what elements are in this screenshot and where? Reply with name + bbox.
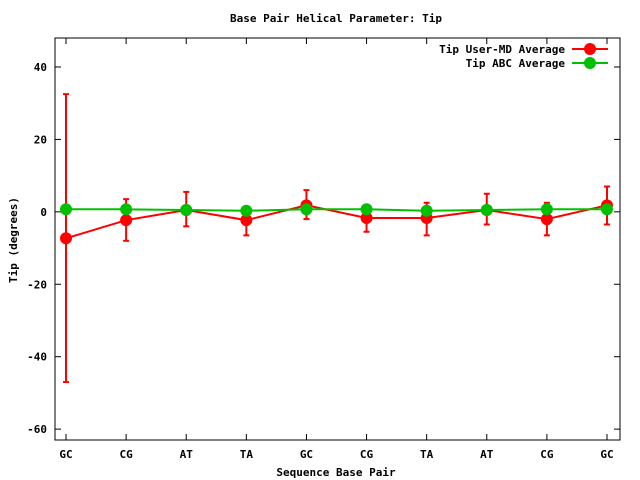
series-abc-point	[240, 204, 253, 217]
x-tick-label: CG	[540, 448, 554, 461]
y-tick-label: -20	[27, 278, 47, 291]
series-abc-point	[601, 203, 613, 216]
series-abc-point	[360, 203, 373, 216]
x-tick-label: GC	[300, 448, 313, 461]
x-tick-label: TA	[240, 448, 254, 461]
plot-area: -60 -40 -20 0 20 40 GC CG AT TA GC CG TA AT CG GC	[27, 37, 621, 461]
series-abc-point	[540, 203, 553, 216]
y-axis-label: Tip (degrees)	[7, 197, 20, 283]
series-abc-point	[300, 203, 313, 216]
x-tick-label: GC	[600, 448, 613, 461]
series-abc-line	[66, 208, 607, 212]
series-abc-point	[120, 203, 133, 216]
x-tick-label: TA	[420, 448, 434, 461]
chart-title: Base Pair Helical Parameter: Tip	[230, 12, 442, 25]
series-abc-point	[60, 203, 72, 216]
x-tick-label: AT	[480, 448, 494, 461]
y-tick-label: 0	[40, 206, 47, 219]
series-md-point	[60, 232, 72, 245]
legend-marker-abc	[584, 57, 596, 69]
series-abc-point	[180, 204, 193, 217]
series-abc-point	[420, 204, 433, 217]
legend-label-md: Tip User-MD Average	[439, 43, 565, 56]
legend-marker-md	[584, 43, 596, 55]
y-tick-label: 40	[34, 61, 47, 74]
y-tick-label: 20	[34, 133, 47, 146]
series-abc-point	[480, 204, 493, 217]
x-tick-label: AT	[180, 448, 194, 461]
plot-border	[54, 37, 621, 441]
x-tick-label: GC	[59, 448, 72, 461]
legend-label-abc: Tip ABC Average	[466, 57, 566, 70]
y-tick-label: -60	[27, 423, 47, 436]
series-md-line	[65, 204, 608, 240]
x-axis-label: Sequence Base Pair	[276, 466, 396, 479]
x-tick-label: CG	[360, 448, 374, 461]
series-md-point	[120, 214, 133, 227]
y-tick-label: -40	[27, 351, 47, 364]
x-tick-label: CG	[119, 448, 133, 461]
